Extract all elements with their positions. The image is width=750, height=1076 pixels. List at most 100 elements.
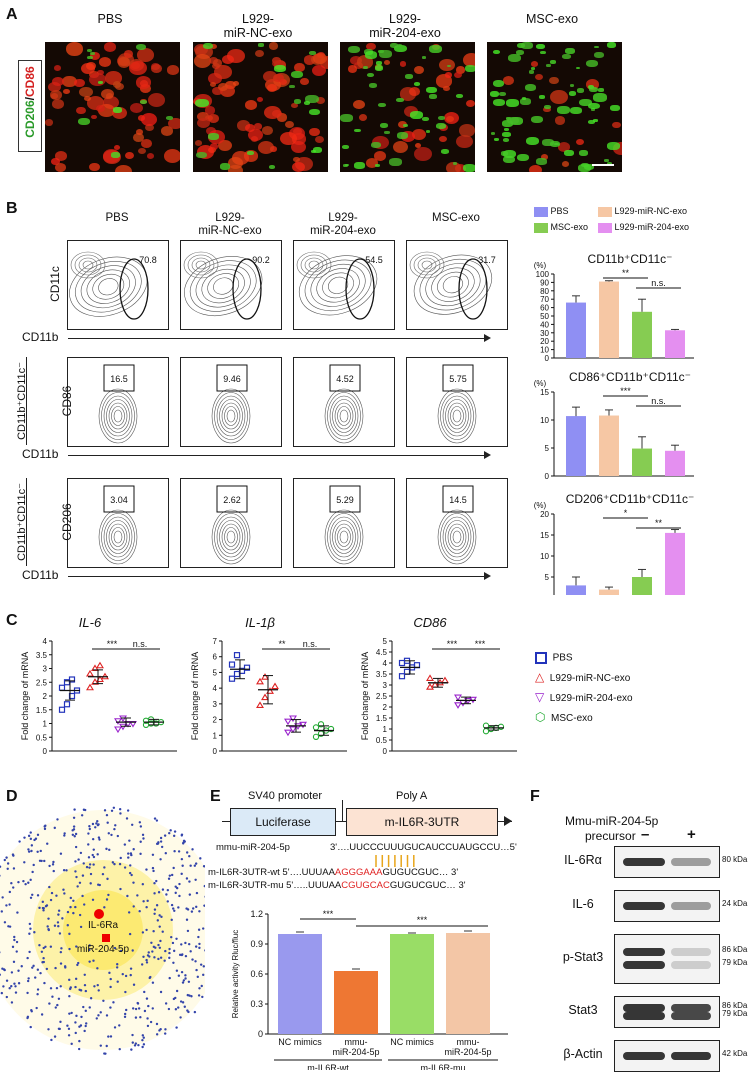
c-sig-0-0: *** bbox=[107, 639, 118, 649]
bar-chart-2: (%)CD206⁺CD11b⁺CD11c⁻05101520*** bbox=[534, 492, 695, 595]
blot-0 bbox=[614, 846, 720, 878]
ytick-0-10: 100 bbox=[536, 270, 550, 279]
blot-1 bbox=[614, 890, 720, 922]
label-mir204: miR-204-5p bbox=[77, 944, 130, 955]
utr-box: m-IL6R-3UTR bbox=[346, 808, 498, 836]
ytick-0-7: 70 bbox=[540, 295, 549, 304]
c-legend-pbs: PBS bbox=[552, 652, 573, 664]
kda-3-0: 86 kDa bbox=[722, 1000, 748, 1010]
scatter-2: CD86 Fold change of mRNA 0 0.5 1 1.5 2 2.5 3 3.5 4… bbox=[360, 615, 517, 756]
pt-2-2-0 bbox=[454, 702, 462, 709]
flow-ylabel-0: CD11c bbox=[48, 266, 62, 302]
blot-label-4: β-Actin bbox=[563, 1047, 603, 1061]
c-ytick-0-2: 1 bbox=[43, 720, 48, 729]
group-mu: m-IL6R-mu bbox=[420, 1063, 465, 1070]
ytick-0-4: 40 bbox=[540, 320, 549, 329]
pt-1-0-3 bbox=[243, 664, 251, 671]
pt-0-1-0 bbox=[86, 683, 94, 691]
sig-1-1: n.s. bbox=[651, 396, 666, 406]
pt-1-3-4 bbox=[312, 724, 320, 731]
flow-plot-r1-c1: 9.46 bbox=[180, 357, 282, 447]
ytick-1-1: 5 bbox=[545, 444, 550, 453]
bar-1-1 bbox=[599, 415, 619, 476]
bar-title-2: CD206⁺CD11b⁺CD11c⁻ bbox=[566, 492, 695, 506]
flow-xlabel-0: CD11b bbox=[22, 330, 59, 344]
flow-value-r2-c3: 14.5 bbox=[449, 495, 467, 505]
blot-3 bbox=[614, 996, 720, 1028]
bar-2-1 bbox=[599, 589, 619, 595]
ytick-1-2: 10 bbox=[540, 416, 549, 425]
gene-0: IL-6 bbox=[79, 615, 102, 630]
luc-cat-1-0: mmu- bbox=[345, 1037, 368, 1047]
bar-0-0 bbox=[566, 302, 586, 358]
ytick-2-3: 15 bbox=[540, 531, 549, 540]
pt-1-2-4 bbox=[284, 718, 292, 726]
flow-title-1: L929- miR-NC-exo bbox=[198, 212, 262, 237]
luc-cat-1-1: miR-204-5p bbox=[332, 1047, 379, 1057]
interaction-network: IL-6Ra miR-204-5p bbox=[0, 806, 205, 1055]
wb-minus: – bbox=[641, 826, 650, 843]
wb-header2: precursor bbox=[585, 829, 636, 843]
flow-value-r2-c2: 5.29 bbox=[336, 495, 354, 505]
pt-1-2-3 bbox=[299, 721, 307, 729]
bar-chart-1: (%) CD86⁺CD11b⁺CD11c⁻ 0 5 10 15 *** n.s. bbox=[534, 370, 694, 481]
seq-mu-b: GUGUCGUC… 3' bbox=[389, 880, 466, 891]
c-ytick-0-3: 1.5 bbox=[36, 706, 48, 715]
e-ytick-0: 0 bbox=[258, 1029, 263, 1039]
stain-cd86: CD86 bbox=[23, 66, 37, 97]
wb-plus: + bbox=[687, 826, 696, 843]
e-ytick-3: 0.9 bbox=[250, 939, 263, 949]
e-sig-1: *** bbox=[417, 915, 428, 925]
ytick-0-2: 20 bbox=[540, 337, 549, 346]
c-ytick-0-1: 0.5 bbox=[36, 733, 48, 742]
c-ytick-0-8: 4 bbox=[43, 637, 48, 646]
luc-cat-3-0: mmu- bbox=[457, 1037, 480, 1047]
c-ytick-1-1: 1 bbox=[213, 731, 218, 740]
flow-plot-r0-c0: 70.8 bbox=[67, 240, 169, 330]
luc-cat-0-0: NC mimics bbox=[278, 1037, 322, 1047]
c-ylabel-0: Fold change of mRNA bbox=[20, 652, 30, 741]
c-ytick-2-6: 3 bbox=[383, 681, 388, 690]
seq-mu-a: 5'…..UUUAA bbox=[286, 880, 342, 891]
node-mir204 bbox=[102, 934, 110, 942]
c-sig-2-1: *** bbox=[475, 639, 486, 649]
c-ytick-1-2: 2 bbox=[213, 716, 218, 725]
blot-label-1: IL-6 bbox=[572, 897, 594, 911]
pt-0-2-0 bbox=[114, 726, 122, 734]
bar-0-3 bbox=[665, 330, 685, 358]
pt-1-2-0 bbox=[284, 729, 292, 737]
flow-value-r2-c0: 3.04 bbox=[110, 495, 128, 505]
ytick-2-0: 0 bbox=[545, 594, 550, 595]
e-ytick-2: 0.6 bbox=[250, 969, 263, 979]
blot-label-0: IL-6Rα bbox=[564, 853, 602, 867]
pt-2-2-4 bbox=[454, 694, 462, 702]
c-ytick-2-3: 1.5 bbox=[376, 714, 388, 723]
c-ytick-0-6: 3 bbox=[43, 665, 48, 674]
luc-bar-0 bbox=[278, 934, 322, 1034]
pt-1-0-0 bbox=[228, 675, 236, 682]
pt-2-0-0 bbox=[398, 673, 406, 680]
seq-wt-label: m-IL6R-3UTR-wt bbox=[208, 867, 280, 878]
flow-plot-r0-c2: 54.5 bbox=[293, 240, 395, 330]
c-ytick-2-10: 5 bbox=[383, 637, 388, 646]
pt-0-0-0 bbox=[58, 706, 66, 713]
blot-label-3: Stat3 bbox=[568, 1003, 598, 1017]
seq-wt-row: m-IL6R-3UTR-wt 5'….UUUAAAGGGAAAGUGUCGUC…… bbox=[208, 867, 458, 878]
c-sig-1-1: n.s. bbox=[303, 639, 318, 649]
gene-1: IL-1β bbox=[245, 615, 275, 630]
gene-2: CD86 bbox=[413, 615, 447, 630]
flow-value-r0-c1: 90.2 bbox=[252, 255, 270, 265]
micrograph-0 bbox=[45, 42, 180, 172]
flow-plot-r1-c0: 16.5 bbox=[67, 357, 169, 447]
luciferase-bar-chart: Relative activity Rluc/fluc 0 0.3 0.6 0.9 1.2… bbox=[231, 909, 508, 1070]
sig-0-1: n.s. bbox=[651, 278, 666, 288]
unit-2: (%) bbox=[534, 501, 547, 510]
kda-2-1: 79 kDa bbox=[722, 957, 748, 967]
c-ylabel-2: Fold change of mRNA bbox=[360, 652, 370, 741]
kda-4-0: 42 kDa bbox=[722, 1049, 748, 1058]
pt-0-1-4 bbox=[86, 669, 94, 677]
flow-xlabel-1: CD11b bbox=[22, 447, 59, 461]
flow-value-r0-c0: 70.8 bbox=[139, 255, 157, 265]
c-ytick-1-7: 7 bbox=[213, 637, 218, 646]
polya-label: Poly A bbox=[396, 790, 428, 802]
